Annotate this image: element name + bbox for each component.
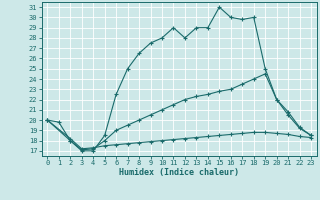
X-axis label: Humidex (Indice chaleur): Humidex (Indice chaleur) [119,168,239,177]
